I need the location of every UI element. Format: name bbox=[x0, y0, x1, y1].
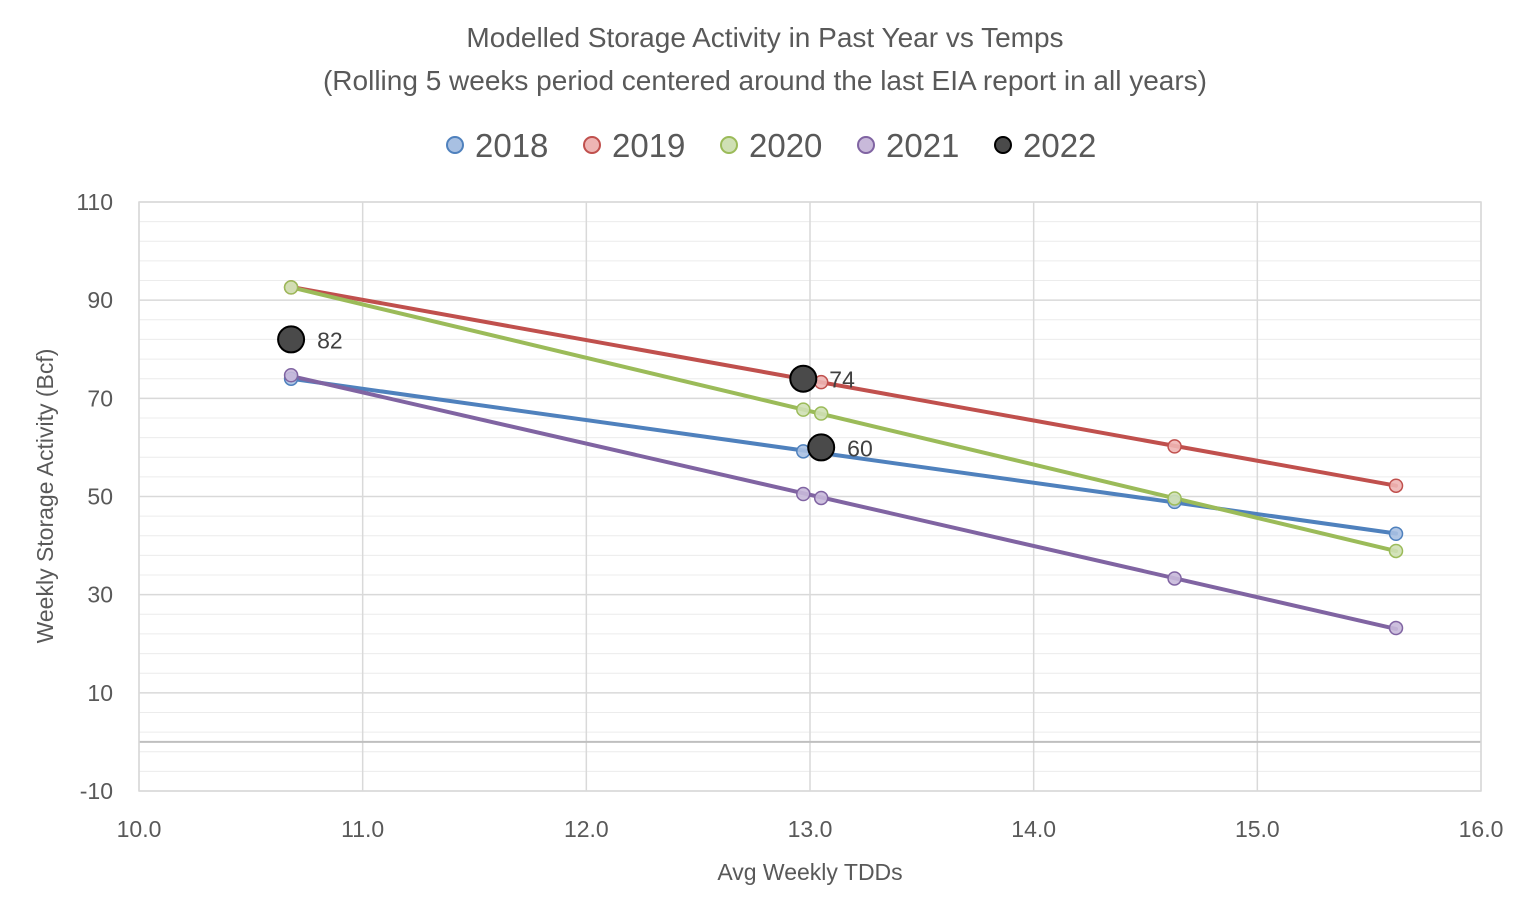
trendline-2020 bbox=[289, 285, 1399, 554]
data-point-2020 bbox=[1388, 543, 1404, 559]
data-point-2022 bbox=[277, 325, 306, 354]
data-label-2022: 82 bbox=[317, 327, 343, 353]
y-tick-label: 90 bbox=[87, 287, 113, 313]
series-layer: 82 74 60 bbox=[277, 280, 1404, 636]
data-point-2021 bbox=[1388, 620, 1404, 636]
data-point-2021 bbox=[1167, 571, 1182, 586]
data-point-2020 bbox=[796, 402, 811, 417]
data-point-2020 bbox=[1167, 491, 1182, 506]
y-tick-label: 50 bbox=[87, 484, 113, 510]
data-label-2022: 60 bbox=[847, 435, 873, 461]
y-tick-label: 30 bbox=[87, 582, 113, 608]
x-tick-label: 11.0 bbox=[341, 816, 384, 842]
legend: 2018 2019 2020 2021 2022 bbox=[446, 127, 1096, 164]
data-point-2020 bbox=[283, 280, 299, 295]
chart-title: Modelled Storage Activity in Past Year v… bbox=[466, 22, 1063, 53]
y-axis-label: Weekly Storage Activity (Bcf) bbox=[32, 349, 58, 644]
data-point-2021 bbox=[813, 490, 829, 506]
legend-label-2022: 2022 bbox=[1023, 127, 1096, 164]
legend-marker-2022 bbox=[994, 136, 1012, 154]
legend-marker-2020 bbox=[720, 136, 738, 154]
x-axis-label: Avg Weekly TDDs bbox=[717, 859, 902, 885]
x-tick-label: 16.0 bbox=[1459, 816, 1504, 842]
data-point-2022 bbox=[789, 364, 818, 393]
legend-marker-2021 bbox=[857, 136, 875, 154]
legend-marker-2018 bbox=[446, 136, 464, 154]
data-point-2018 bbox=[1388, 526, 1404, 542]
data-label-2022: 74 bbox=[829, 367, 855, 393]
trendline-2021 bbox=[289, 374, 1399, 631]
data-point-2021 bbox=[283, 368, 299, 383]
x-tick-label: 15.0 bbox=[1235, 816, 1280, 842]
legend-label-2019: 2019 bbox=[612, 127, 685, 164]
x-tick-label: 13.0 bbox=[788, 816, 833, 842]
legend-label-2018: 2018 bbox=[475, 127, 548, 164]
y-tick-label: 70 bbox=[87, 385, 113, 411]
y-tick-label: 10 bbox=[87, 680, 113, 706]
y-tick-label: -10 bbox=[80, 778, 113, 804]
data-point-2021 bbox=[796, 486, 811, 502]
trendline-2019 bbox=[289, 284, 1399, 488]
data-point-2019 bbox=[1388, 478, 1404, 493]
data-point-2020 bbox=[813, 406, 829, 421]
legend-label-2020: 2020 bbox=[749, 127, 822, 164]
chart-subtitle: (Rolling 5 weeks period centered around … bbox=[323, 65, 1207, 96]
y-tick-label: 110 bbox=[76, 189, 113, 215]
x-tick-label: 10.0 bbox=[117, 816, 162, 842]
data-point-2022 bbox=[807, 433, 836, 462]
x-tick-label: 14.0 bbox=[1011, 816, 1056, 842]
axes: -10 10 30 50 70 90 110 10.0 11.0 12.0 13.0 14.0 15.0… bbox=[76, 189, 1503, 842]
data-point-2019 bbox=[1167, 439, 1182, 454]
legend-label-2021: 2021 bbox=[886, 127, 959, 164]
x-tick-label: 12.0 bbox=[564, 816, 609, 842]
legend-marker-2019 bbox=[583, 136, 601, 154]
plot-area-border bbox=[138, 201, 1482, 792]
